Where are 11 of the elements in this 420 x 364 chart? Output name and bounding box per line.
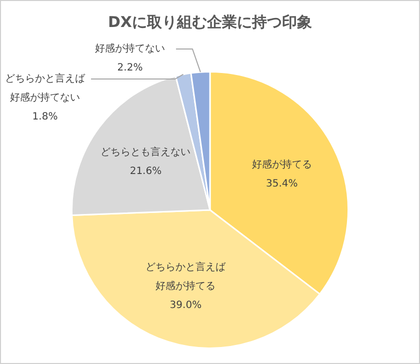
slice-label: どちらとも言えない: [100, 146, 191, 158]
slice-label: どちらかと言えば好感が持てる: [146, 261, 227, 292]
data-label: 1.8%: [32, 112, 58, 123]
slice-label: 好感が持てる: [252, 158, 312, 171]
data-label: 39.0%: [170, 300, 202, 312]
slice-label: 好感が持てない: [95, 42, 165, 55]
data-label: 35.4%: [266, 178, 298, 190]
slice-label: どちらかと言えば好感が持てない: [5, 72, 86, 104]
chart-title: DXに取り組む企業に持つ印象: [106, 13, 314, 32]
data-label: 21.6%: [130, 166, 162, 178]
data-label: 2.2%: [117, 62, 143, 74]
